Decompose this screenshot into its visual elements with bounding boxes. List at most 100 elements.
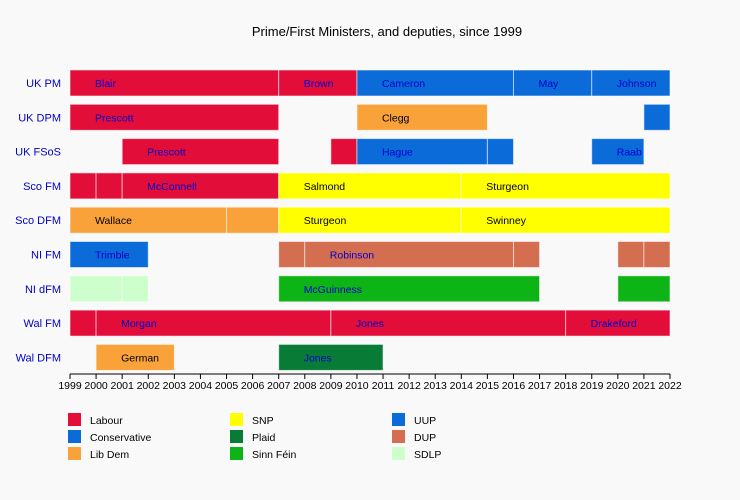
timeline-bar	[278, 343, 384, 371]
row-label: UK DPM	[18, 112, 61, 124]
row-label: Wal DFM	[16, 352, 61, 364]
bar-label: Blair	[95, 78, 117, 90]
timeline-bar	[617, 241, 645, 268]
x-axis: 1999 2000 2001 2002 2003 2004 2005 2006 2007 2008…	[58, 373, 682, 392]
timeline-bar	[356, 138, 488, 166]
bar-label: McConnell	[147, 181, 197, 193]
timeline-bar	[69, 172, 97, 200]
timeline-bar	[356, 103, 488, 131]
bar-label: May	[538, 78, 559, 90]
timeline-bar	[69, 69, 280, 97]
timeline-bar	[617, 275, 671, 303]
x-tick-label: 2021	[632, 380, 656, 392]
legend-swatch	[68, 430, 81, 443]
legend-label: Labour	[90, 415, 123, 427]
bar-label: Sturgeon	[486, 181, 529, 193]
row-label: Sco FM	[23, 181, 61, 193]
timeline-bar	[95, 309, 332, 337]
timeline-bar	[486, 138, 514, 166]
timeline-bar	[226, 206, 280, 234]
legend-label: SNP	[252, 415, 274, 427]
x-tick-label: 2008	[293, 380, 317, 392]
x-tick-label: 2010	[345, 380, 369, 392]
bar-label: Prescott	[95, 112, 134, 124]
timeline-bar	[121, 172, 280, 200]
x-tick-label: 2004	[189, 380, 213, 392]
timeline-bar	[330, 138, 358, 166]
row-label: UK PM	[26, 78, 61, 90]
legend-label: DUP	[414, 432, 436, 444]
timeline-bar	[69, 275, 123, 303]
timeline-bar	[121, 138, 280, 166]
x-tick-label: 2019	[580, 380, 604, 392]
bar-label: Jones	[304, 352, 332, 364]
bar-label: Salmond	[304, 181, 346, 193]
legend-swatch	[392, 447, 405, 460]
x-tick-label: 2006	[241, 380, 265, 392]
timeline-bar	[278, 69, 358, 97]
timeline-bar	[512, 241, 541, 268]
legend-swatch	[392, 413, 405, 426]
x-tick-label: 2005	[215, 380, 239, 392]
timeline-bar	[278, 206, 462, 234]
timeline-bar	[95, 343, 175, 371]
row-label: NI FM	[31, 250, 61, 262]
x-tick-label: 2014	[450, 380, 474, 392]
x-tick-label: 2001	[110, 380, 134, 392]
x-tick-label: 2018	[554, 380, 578, 392]
timeline-bar	[643, 103, 671, 131]
bar-label: Jones	[356, 318, 384, 330]
timeline-bar	[278, 172, 462, 200]
x-tick-label: 2003	[163, 380, 187, 392]
timeline-bar	[121, 275, 149, 303]
timeline-bar	[356, 69, 514, 97]
bar-label: Hague	[382, 147, 413, 159]
bar-label: Clegg	[382, 112, 410, 124]
bar-label: Cameron	[382, 78, 425, 90]
timeline-bar	[304, 241, 514, 268]
timeline-bar	[591, 138, 645, 166]
chart-title: Prime/First Ministers, and deputies, sin…	[252, 24, 522, 39]
legend-swatch	[230, 430, 243, 443]
row-label: Sco DFM	[15, 215, 61, 227]
timeline-bar	[460, 206, 671, 234]
bar-label: Swinney	[486, 215, 526, 227]
legend-label: Lib Dem	[90, 449, 129, 461]
legend-label: Plaid	[252, 432, 276, 444]
row-label: Wal FM	[24, 318, 61, 330]
timeline-bar	[591, 69, 671, 97]
legend-swatch	[230, 413, 243, 426]
legend-swatch	[230, 447, 243, 460]
bar-label: Johnson	[617, 78, 657, 90]
x-tick-label: 2011	[372, 380, 395, 392]
timeline-bar	[69, 241, 149, 268]
x-tick-label: 2000	[84, 380, 108, 392]
timeline-bar	[69, 309, 97, 337]
bar-label: Drakeford	[591, 318, 637, 330]
bar-label: Wallace	[95, 215, 132, 227]
legend-swatch	[392, 430, 405, 443]
timeline-bar	[565, 309, 671, 337]
bar-label: Robinson	[330, 250, 375, 262]
bar-label: German	[121, 352, 159, 364]
x-tick-label: 2020	[606, 380, 630, 392]
legend-swatch	[68, 447, 81, 460]
timeline-bar	[95, 172, 123, 200]
bar-label: Morgan	[121, 318, 157, 330]
timeline-bar	[69, 103, 280, 131]
legend: Labour Conservative Lib Dem SNP Plaid Sinn Fé…	[68, 413, 441, 461]
row-label: NI dFM	[25, 284, 61, 296]
timeline-bar	[643, 241, 671, 268]
x-tick-label: 2022	[658, 380, 682, 392]
x-tick-label: 2007	[267, 380, 291, 392]
timeline-bar	[460, 172, 671, 200]
x-tick-label: 2012	[397, 380, 421, 392]
legend-label: Conservative	[90, 432, 151, 444]
bar-label: Raab	[617, 147, 642, 159]
timeline-bar	[278, 275, 541, 303]
bar-label: Trimble	[95, 250, 130, 262]
legend-swatch	[68, 413, 81, 426]
legend-label: SDLP	[414, 449, 441, 461]
bar-label: McGuinness	[304, 284, 362, 296]
legend-label: Sinn Féin	[252, 449, 297, 461]
